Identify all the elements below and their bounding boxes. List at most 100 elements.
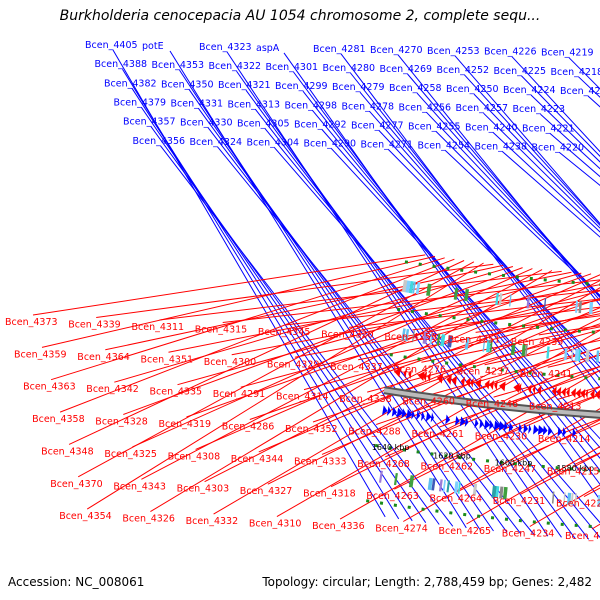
forward-feature-block bbox=[393, 472, 398, 486]
gene-leader-line bbox=[435, 131, 600, 297]
gene-leader-line bbox=[466, 446, 600, 525]
gene-leader-line bbox=[141, 107, 427, 523]
forward-gene-arrow bbox=[416, 410, 421, 421]
forward-gene-label: Bcen_4226 bbox=[484, 47, 537, 58]
forward-gene-label: Bcen_4255 bbox=[408, 121, 461, 132]
reverse-gene-label: Bcen_4213 bbox=[529, 402, 582, 413]
gene-leader-line bbox=[484, 339, 600, 366]
reverse-feature-block bbox=[585, 349, 590, 362]
forward-gene-label: Bcen_4279 bbox=[332, 82, 385, 93]
reverse-gene-label: Bcen_4320 bbox=[321, 329, 374, 340]
map-title: Burkholderia cenocepacia AU 1054 chromos… bbox=[59, 8, 541, 24]
forward-gene-arrow bbox=[508, 422, 514, 433]
forward-gene-label: Bcen_4304 bbox=[247, 138, 300, 149]
forward-gene-label: Bcen_4331 bbox=[171, 98, 224, 109]
reverse-gene-label: Bcen_4329 bbox=[267, 359, 320, 370]
gene-leader-line bbox=[445, 150, 600, 297]
gene-leader-line bbox=[426, 111, 600, 297]
forward-gene-arrow bbox=[420, 411, 425, 422]
reverse-feature-block bbox=[509, 294, 512, 307]
reverse-gene-label: Bcen_4234 bbox=[502, 529, 555, 540]
gene-leader-line bbox=[302, 90, 600, 472]
gene-leader-line bbox=[403, 408, 600, 522]
reverse-feature-block bbox=[575, 300, 579, 313]
reverse-gene-label: Bcen_4345 bbox=[258, 327, 311, 338]
kbp-scale-label: 1620 kbp bbox=[433, 452, 471, 461]
reverse-feature-block bbox=[525, 344, 528, 357]
forward-gene-label: Bcen_4250 bbox=[446, 84, 499, 95]
reverse-gene-label: Bcen_4327 bbox=[240, 486, 293, 497]
forward-feature-block bbox=[431, 478, 436, 491]
gene-leader-line bbox=[369, 110, 600, 374]
reverse-gene-arrow bbox=[417, 371, 425, 382]
reverse-gene-arrow bbox=[408, 369, 412, 380]
gene-leader-line bbox=[473, 93, 600, 227]
reverse-gene-arrow bbox=[518, 383, 522, 394]
reverse-gene-label: Bcen_4348 bbox=[41, 446, 94, 457]
forward-feature-block bbox=[574, 493, 578, 506]
reverse-gene-label: Bcen_4314 bbox=[276, 392, 329, 403]
gene-leader-line bbox=[511, 422, 600, 463]
forward-gene-arrow bbox=[425, 411, 431, 422]
reverse-gene-arrow bbox=[460, 376, 466, 387]
forward-gene-label: Bcen_4252 bbox=[437, 65, 490, 76]
reverse-gene-arrow bbox=[489, 380, 494, 391]
forward-feature-block bbox=[457, 481, 461, 494]
forward-gene-label: Bcen_4256 bbox=[399, 102, 452, 113]
forward-gene-label: Bcen_4224 bbox=[503, 85, 556, 96]
reverse-feature-block bbox=[412, 281, 416, 294]
reverse-feature-block bbox=[521, 344, 526, 357]
reverse-gene-label: Bcen_4319 bbox=[159, 419, 212, 430]
gene-leader-line bbox=[521, 75, 600, 157]
gene-leader-line bbox=[231, 284, 600, 356]
forward-gene-arrow bbox=[445, 414, 451, 425]
gene-leader-line bbox=[294, 299, 600, 358]
reverse-gene-label: Bcen_4352 bbox=[285, 424, 338, 435]
forward-gene-arrow bbox=[474, 418, 479, 429]
forward-gene-label: Bcen_4218 bbox=[551, 67, 600, 78]
forward-gene-label: Bcen_4301 bbox=[266, 62, 319, 73]
gene-leader-line bbox=[236, 70, 562, 538]
gene-leader-line bbox=[267, 317, 600, 485]
forward-gene-label: Bcen_4321 bbox=[218, 80, 271, 91]
forward-feature-block bbox=[442, 479, 446, 492]
reverse-gene-label: Bcen_4354 bbox=[59, 511, 112, 522]
gene-leader-line bbox=[464, 74, 600, 225]
forward-gene-label: Bcen_4269 bbox=[380, 64, 433, 75]
forward-gene-arrow bbox=[528, 424, 532, 435]
forward-gene-label: Bcen_4313 bbox=[228, 99, 281, 110]
forward-gene-label: Bcen_4299 bbox=[275, 81, 328, 92]
forward-gene-label: Bcen_4305 bbox=[237, 119, 290, 130]
reverse-feature-block bbox=[464, 337, 470, 350]
gene-leader-line bbox=[349, 298, 600, 328]
reverse-gene-label: Bcen_4262 bbox=[421, 461, 474, 472]
gene-leader-line bbox=[131, 88, 413, 522]
reverse-feature-block bbox=[574, 348, 580, 362]
forward-gene-arrow bbox=[533, 424, 539, 435]
reverse-feature-block bbox=[498, 293, 503, 306]
gene-leader-line bbox=[340, 53, 600, 398]
gene-leader-line bbox=[388, 149, 600, 364]
reverse-feature-block bbox=[401, 328, 406, 341]
reverse-gene-label: Bcen_4359 bbox=[14, 349, 67, 360]
gene-leader-line bbox=[454, 55, 600, 225]
reverse-gene-label: Bcen_4351 bbox=[141, 354, 194, 365]
forward-gene-arrow bbox=[455, 415, 460, 426]
reverse-feature-block bbox=[526, 296, 530, 309]
reverse-gene-label: Bcen_4263 bbox=[366, 491, 419, 502]
reverse-gene-arrow bbox=[499, 381, 506, 392]
forward-gene-label: Bcen_4356 bbox=[133, 136, 186, 147]
reverse-gene-label: Bcen_4326 bbox=[122, 514, 175, 525]
gene-leader-line bbox=[407, 73, 600, 302]
gene-leader-line bbox=[493, 366, 600, 398]
forward-gene-arrow bbox=[572, 427, 577, 438]
forward-gene-arrow bbox=[430, 412, 434, 423]
reverse-gene-label: Bcen_4239 bbox=[511, 337, 564, 348]
reverse-gene-arrow bbox=[394, 367, 401, 378]
reverse-gene-label: Bcen_4311 bbox=[132, 322, 185, 333]
gene-leader-line bbox=[475, 315, 600, 333]
reverse-gene-label: Bcen_4230 bbox=[475, 432, 528, 443]
reverse-gene-arrow bbox=[561, 387, 567, 398]
gene-leader-line bbox=[50, 257, 445, 381]
